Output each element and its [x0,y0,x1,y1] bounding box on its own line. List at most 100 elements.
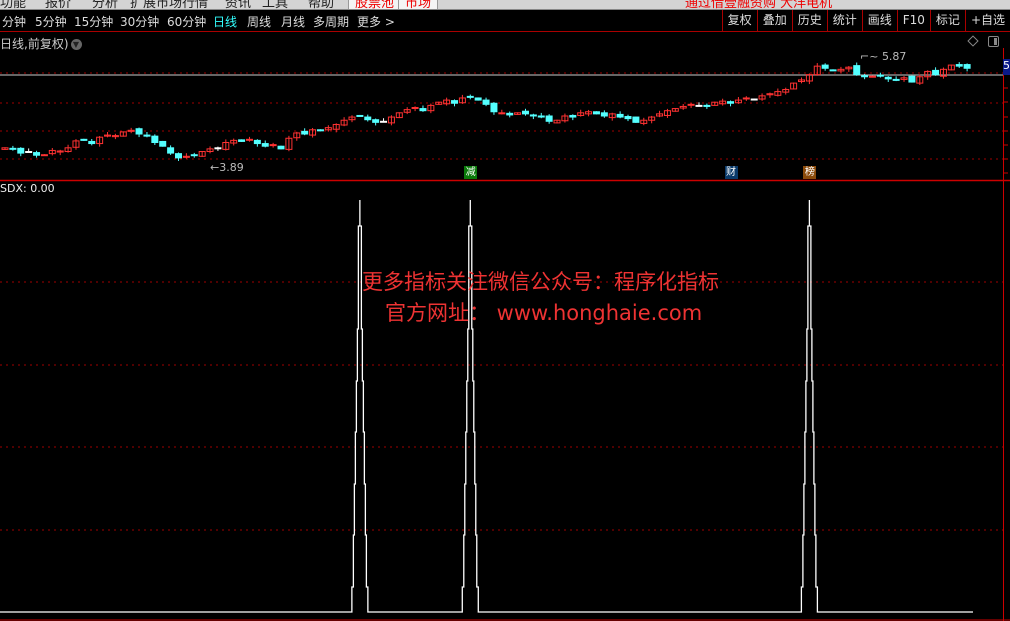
event-tag[interactable]: 减 [464,166,478,179]
candle-body [900,77,908,80]
candle-body [182,155,190,158]
candle-body [88,140,96,145]
candle-body [537,115,545,118]
candle-body [56,150,64,153]
candle-body [876,74,884,77]
candle-body [159,140,167,147]
candle-body [553,119,561,124]
toolbar-button[interactable]: 历史 [791,10,827,32]
watermark-line1: 更多指标关注微信公众号：程序化指标 [362,270,719,294]
candle-body [482,99,490,105]
candle-body [616,113,624,118]
candle-body [750,98,758,101]
menu-item[interactable]: 工具 [262,0,289,10]
candle-body [48,149,56,155]
candle-body [9,147,17,150]
menu-item[interactable]: 分析 [92,0,119,10]
candle-body [829,69,837,72]
candle-body [372,119,380,123]
candle-body [427,104,435,112]
period-tab[interactable]: 月线 [281,15,306,29]
candle-body [955,64,963,67]
candle-body [1,147,9,150]
toolbar-button[interactable]: 叠加 [756,10,792,32]
candle-body [17,147,25,154]
watermark-line2: 官方网址： www.honghaie.com [385,301,703,325]
window-toggle-icon[interactable] [988,36,999,47]
candle-body [411,107,419,110]
event-tag[interactable]: 榜 [803,166,817,179]
menu-item-red[interactable]: 市场 [398,0,439,9]
period-bar: 分钟 5分钟 15分钟 30分钟 60分钟 日线 周线 月线 多周期 更多 > [0,10,1010,32]
candle-body [782,88,790,93]
candle-body [230,139,238,144]
toolbar-button[interactable]: 复权 [721,10,757,32]
menu-item[interactable]: 帮助 [308,0,335,10]
low-price-value: 3.89 [219,161,244,174]
candle-body [608,113,616,119]
candle-body [663,110,671,116]
candle-body [238,139,246,142]
candle-body [33,152,41,156]
period-tab[interactable]: 周线 [247,15,272,29]
menu-item[interactable]: 资讯 [225,0,252,10]
candle-body [451,100,459,104]
event-tag[interactable]: 财 [724,166,738,179]
period-tab[interactable]: 更多 > [357,15,395,29]
candle-body [932,69,940,76]
candle-body [758,95,766,100]
menu-bar: 功能 报价 分析 扩展市场行情 资讯 工具 帮助 股票池 市场 通过借壹融资购 大洋电机 [0,0,1010,10]
toolbar-button[interactable]: 标记 [929,10,965,32]
candle-body [474,97,482,101]
candle-body [521,110,529,115]
candle-body [80,138,88,141]
candle-body [805,74,813,82]
candle-body [734,99,742,104]
period-tab[interactable]: 30分钟 [120,15,160,29]
candle-body [648,116,656,121]
period-tab[interactable]: 分钟 [2,15,27,29]
candle-body [104,134,112,137]
chart-header: 日线,前复权) ▼ [0,35,82,52]
toolbar-button[interactable]: 画线 [861,10,897,32]
candle-body [301,130,309,135]
period-tab[interactable]: 5分钟 [35,15,67,29]
candle-body [592,111,600,115]
toolbar-button[interactable]: F10 [896,10,930,32]
period-tab[interactable]: 15分钟 [74,15,114,29]
candle-body [214,147,222,150]
low-price-label: ←3.89 [210,161,244,174]
candle-body [640,119,648,124]
chevron-down-icon[interactable]: ▼ [70,39,82,50]
period-tab[interactable]: 60分钟 [167,15,207,29]
candle-body [332,123,340,130]
candle-body [490,102,498,113]
menu-item[interactable]: 功能 [0,0,27,10]
menu-item[interactable]: 扩展市场行情 [130,0,209,10]
candle-body [253,139,261,145]
candle-body [742,97,750,100]
candle-body [766,93,774,96]
candle-body [703,104,711,107]
candle-body [111,135,119,138]
candle-body [845,66,853,70]
candle-body [245,138,253,141]
candle-body [458,97,466,104]
toolbar-button[interactable]: 统计 [826,10,862,32]
candle-body [790,82,798,90]
period-tab[interactable]: 日线 [213,15,238,29]
candle-body [506,112,514,116]
high-price-value: 5.87 [881,50,907,63]
candle-body [837,68,845,72]
menu-item[interactable]: 报价 [45,0,72,10]
candle-body [119,131,127,137]
toolbar-button[interactable]: +自选 [964,10,1010,32]
candle-body [577,112,585,116]
period-tab[interactable]: 多周期 [313,15,350,29]
sdx-indicator-line [0,200,973,613]
candle-body [632,116,640,123]
candle-body [679,105,687,109]
candle-body [947,64,955,71]
candle-body [892,78,900,81]
